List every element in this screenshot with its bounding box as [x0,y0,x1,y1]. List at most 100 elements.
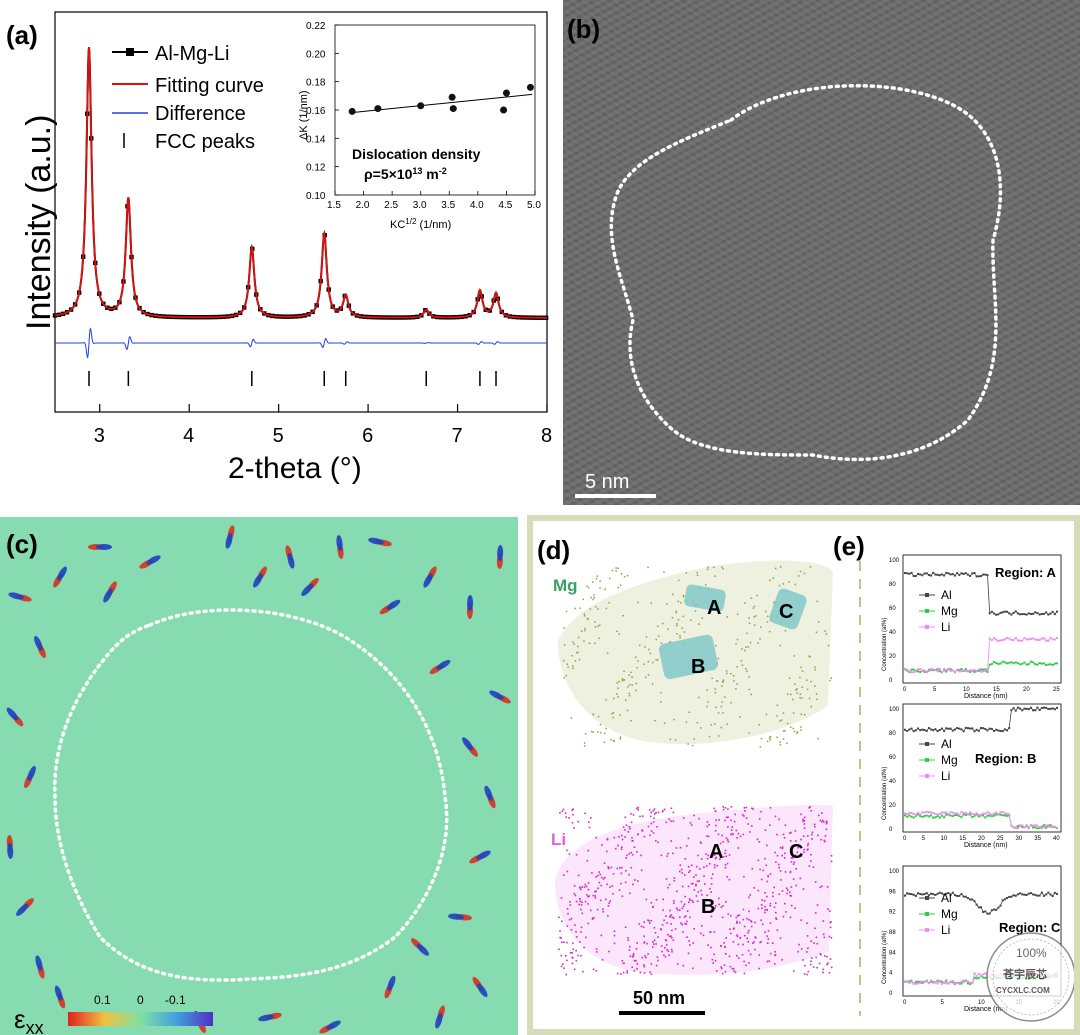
li-atom [683,916,686,918]
li-atom [726,839,729,841]
mg-atom [725,670,728,672]
li-atom [738,914,741,916]
mg-atom [639,644,641,647]
mg-atom [604,588,606,590]
mg-atom [647,566,649,569]
li-atom [736,920,738,923]
li-atom [724,807,727,809]
li-atom [636,942,638,944]
mg-atom [795,689,797,691]
mg-atom [707,566,709,569]
li-atom [687,952,690,955]
li-atom [681,872,684,874]
dipole-blue-lobe [386,599,401,610]
mg-atom [656,659,659,661]
li-atom [817,814,820,817]
dislocation-dipole [466,595,474,619]
e-x-tick-label: 30 [1016,836,1023,842]
li-atom [730,829,733,831]
li-atom [710,883,713,885]
dislocation-dipole [384,975,396,999]
li-atom [806,951,808,953]
li-atom [789,870,792,873]
li-atom [819,819,821,822]
precipitate-outline-c [53,608,449,982]
li-atom [573,968,576,971]
mg-atom [621,679,623,681]
li-atom [630,821,633,824]
mg-atom [563,588,565,590]
li-atom [571,821,574,824]
li-atom [713,931,716,933]
li-atom [720,906,723,908]
mg-atom [748,688,750,691]
li-atom [569,952,572,954]
mg-atom [578,658,581,661]
li-atom [765,864,768,867]
inset-x-tick-label: 2.0 [356,200,370,211]
region-c-label-li: C [789,841,803,863]
region-a-label-mg: A [707,597,721,619]
mg-atom [768,631,771,633]
li-atom [695,895,698,897]
li-atom [661,924,664,926]
mg-atom [683,631,686,633]
li-atom [708,823,711,826]
li-atom [580,955,582,957]
mg-atom [616,682,618,684]
li-atom [687,866,690,868]
li-atom [716,864,718,867]
x-tick-label: 8 [541,425,552,447]
li-atom [664,939,667,941]
li-atom [563,941,565,943]
li-atom [650,822,653,825]
mg-atom [584,629,586,632]
mg-atom [587,618,589,620]
panel-c-letter: (c) [6,529,38,559]
x-tick-label: 6 [362,425,373,447]
li-atom [571,952,573,954]
dislocation-dipole [6,835,14,859]
li-atom [710,946,712,949]
li-atom [629,955,632,958]
e-x-tick-label: 15 [993,687,1000,693]
inset-data-point [526,83,534,91]
mg-atom [748,622,751,625]
e-y-tick-label: 80 [889,582,896,588]
li-atom [748,918,750,921]
li-atom [758,841,761,843]
mg-atom [736,683,738,685]
mg-atom [592,598,594,601]
li-atom [598,881,601,884]
li-atom [597,887,599,890]
li-atom [676,890,678,893]
mg-atom [565,610,568,613]
li-atom [675,907,678,909]
dislocation-dipole [225,525,235,549]
mg-atom [801,697,803,699]
li-atom [810,853,812,856]
li-atom [673,877,676,879]
li-atom [745,806,748,809]
li-atom [670,807,673,810]
li-atom [691,899,693,902]
mg-atom [694,610,697,612]
li-atom [808,807,810,809]
li-atom [659,928,662,930]
dipole-blue-lobe [103,588,113,603]
li-atom [621,895,624,897]
li-atom [743,960,745,963]
li-atom [704,883,706,885]
li-atom [738,957,740,959]
inset-data-point [417,102,425,110]
li-atom [802,820,804,822]
li-atom [601,876,603,879]
li-atom [703,866,705,869]
dislocation-dipole [462,737,478,757]
li-atom [749,953,752,956]
li-atom [622,962,625,965]
mg-atom [779,720,781,722]
li-atom [647,953,649,955]
li-atom [714,960,717,962]
xrd-frame [54,11,548,413]
